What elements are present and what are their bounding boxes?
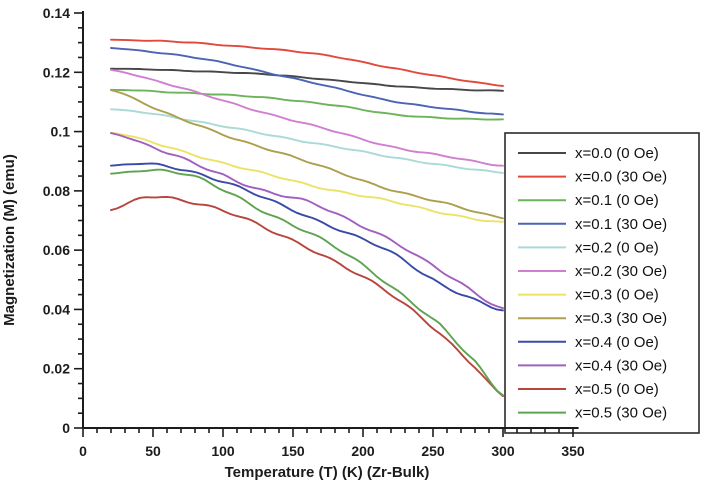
series-line-3 (110, 47, 504, 116)
x-axis-title: Temperature (T) (K) (Zr-Bulk) (225, 464, 430, 481)
y-tick-label: 0.14 (43, 5, 70, 21)
legend-entry: x=0.5 (30 Oe) (518, 405, 667, 422)
y-tick-label: 0.08 (43, 183, 70, 199)
series-line-5 (110, 68, 504, 167)
series-line-7 (110, 89, 504, 220)
y-tick-label: 0.06 (43, 242, 70, 258)
x-tick-label: 300 (491, 443, 515, 459)
legend-label: x=0.3 (0 Oe) (575, 287, 659, 304)
legend-entry: x=0.4 (30 Oe) (518, 357, 667, 374)
legend-entry: x=0.3 (0 Oe) (518, 287, 659, 304)
y-tick-label: 0.02 (43, 361, 70, 377)
series-line-10 (110, 195, 504, 398)
legend-label: x=0.4 (0 Oe) (575, 334, 659, 351)
y-tick-label: 0 (62, 420, 70, 436)
legend-label: x=0.2 (30 Oe) (575, 263, 667, 280)
series-line-9 (110, 132, 504, 310)
legend-label: x=0.1 (30 Oe) (575, 216, 667, 233)
ticks (74, 12, 574, 437)
legend-label: x=0.4 (30 Oe) (575, 357, 667, 374)
legend-entry: x=0.0 (0 Oe) (518, 145, 659, 162)
x-tick-label: 100 (211, 443, 235, 459)
series-line-8 (110, 162, 504, 312)
axes (82, 11, 579, 429)
x-tick-label: 0 (79, 443, 87, 459)
x-tick-label: 250 (421, 443, 445, 459)
legend-entry: x=0.1 (30 Oe) (518, 216, 667, 233)
legend: x=0.0 (0 Oe) x=0.0 (30 Oe) x=0.1 (0 Oe) x=0… (518, 145, 667, 422)
y-tick-label: 0.12 (43, 64, 70, 80)
legend-entry: x=0.0 (30 Oe) (518, 169, 667, 186)
x-tick-label: 150 (281, 443, 305, 459)
legend-entry: x=0.2 (30 Oe) (518, 263, 667, 280)
x-tick-label: 350 (561, 443, 585, 459)
y-tick-label: 0.1 (51, 124, 71, 140)
x-tick-label: 200 (351, 443, 375, 459)
legend-label: x=0.3 (30 Oe) (575, 310, 667, 327)
x-tick-label: 50 (145, 443, 161, 459)
legend-label: x=0.0 (0 Oe) (575, 145, 659, 162)
legend-label: x=0.2 (0 Oe) (575, 239, 659, 256)
legend-entry: x=0.4 (0 Oe) (518, 334, 659, 351)
legend-box (504, 132, 700, 434)
y-axis-title: Magnetization (M) (emu) (1, 154, 18, 326)
legend-entry: x=0.2 (0 Oe) (518, 239, 659, 256)
y-tick-label: 0.04 (43, 301, 70, 317)
legend-label: x=0.5 (30 Oe) (575, 405, 667, 422)
series-line-1 (110, 38, 504, 87)
series-line-2 (110, 88, 504, 121)
legend-entry: x=0.1 (0 Oe) (518, 192, 659, 209)
legend-label: x=0.1 (0 Oe) (575, 192, 659, 209)
series-line-6 (110, 131, 504, 223)
legend-label: x=0.5 (0 Oe) (575, 381, 659, 398)
legend-entry: x=0.3 (30 Oe) (518, 310, 667, 327)
legend-label: x=0.0 (30 Oe) (575, 169, 667, 186)
legend-entry: x=0.5 (0 Oe) (518, 381, 659, 398)
series-line-0 (110, 67, 504, 92)
series-line-11 (110, 168, 504, 397)
